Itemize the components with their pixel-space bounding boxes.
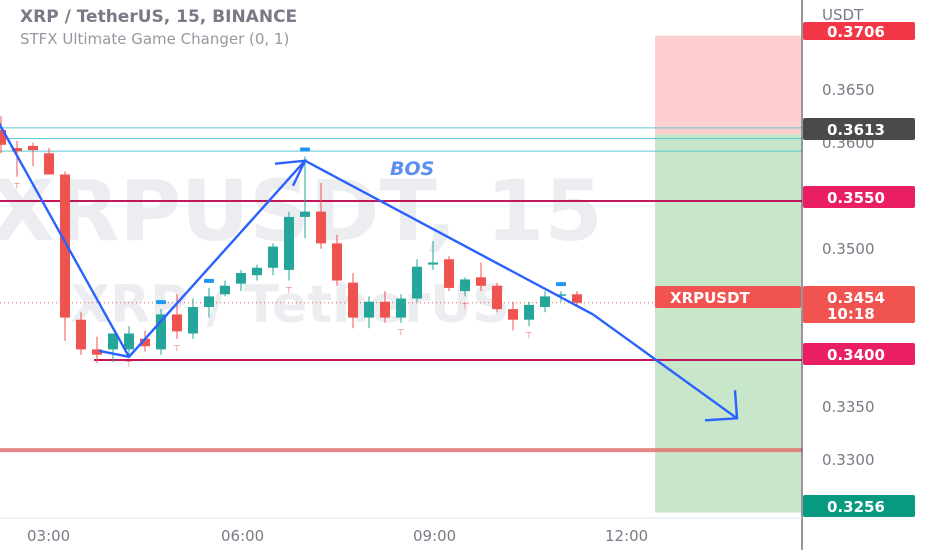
bos-price-tag: 0.3550 [803,186,915,208]
indicator-legend[interactable]: STFX Ultimate Game Changer (0, 1) [20,30,290,48]
pivot-low-marker: ⊤ [526,331,533,340]
take-profit-zone [655,134,801,513]
candle-body [252,267,262,276]
candle-body [92,349,102,355]
candle-body [524,304,534,320]
candle-body [108,333,118,350]
time-tick: 03:00 [27,527,70,545]
candle-body [60,174,70,318]
svg-text:0.3706: 0.3706 [827,23,885,41]
svg-text:0.3613: 0.3613 [827,121,885,139]
pivot-low-marker: ⊤ [462,301,469,310]
arrow-head [274,159,308,187]
symbol-title[interactable]: XRP / TetherUS, 15, BINANCE [20,7,298,27]
candle-body [540,296,550,307]
price-axis-currency: USDT [822,6,864,24]
time-axis[interactable]: 03:00 06:00 09:00 12:00 [27,527,648,545]
candle-body [284,216,294,270]
stop-price-tag: 0.3706 [803,22,915,41]
candle-body [380,301,390,318]
pivot-low-marker: ⊤ [174,344,181,353]
candle-body [300,211,310,217]
svg-text:0.3400: 0.3400 [827,346,885,364]
trend-projection[interactable] [0,98,739,422]
svg-text:0.3550: 0.3550 [827,189,885,207]
last-price-tag: 0.3454 10:18 [803,286,915,323]
svg-text:10:18: 10:18 [827,305,875,323]
pivot-low-marker: ⊤ [286,286,293,295]
price-tags: 0.3706 0.3613 0.3550 XRPUSDT 0.3454 10:1… [655,22,915,517]
time-tick: 06:00 [221,527,264,545]
candle-body [236,273,246,284]
pivot-markers: ⊤ ⊤ ⊤ ⊤ ⊤ ⊤ ⊤ [14,147,566,369]
stop-loss-zone [655,35,801,135]
arrow-head [98,349,130,358]
price-tick: 0.3300 [822,451,875,469]
time-tick: 09:00 [413,527,456,545]
candle-body [124,333,134,350]
cursor-price-tag: 0.3613 [803,118,915,140]
pivot-high-marker [204,278,214,283]
candle-body [556,294,566,296]
candle-body [28,145,38,151]
candle-body [348,282,358,318]
candle-body [0,129,6,145]
candle-body [172,314,182,332]
candle-body [220,285,230,295]
candle-body [572,294,582,303]
candle-body [508,309,518,320]
support-price-tag: 0.3400 [803,343,915,365]
candle-body [316,211,326,244]
arrow-head [704,390,739,422]
candle-body [396,298,406,318]
candle-body [364,301,374,318]
candles [0,116,582,364]
svg-text:0.3454: 0.3454 [827,289,885,307]
candle-body [188,307,198,334]
price-tick: 0.3650 [822,81,875,99]
price-tick: 0.3350 [822,398,875,416]
svg-text:XRPUSDT: XRPUSDT [670,289,751,307]
candle-body [140,338,150,347]
watermark-main: XRPUSDT, 15 [0,162,603,260]
candle-body [332,243,342,281]
watermark-sub: XRP / TetherUS [70,275,510,335]
candle-body [204,296,214,307]
candle-body [476,277,486,286]
candle-body [444,259,454,288]
pivot-high-marker [156,300,166,305]
position-zones[interactable] [655,35,801,513]
candle-body [156,314,166,350]
pivot-low-marker: ⊤ [126,360,133,369]
pivot-low-marker: ⊤ [14,182,21,191]
candle-body [44,153,54,175]
candle-body [428,262,438,265]
candle-body [76,319,86,350]
pivot-high-marker [300,147,310,152]
candle-body [492,285,502,310]
candle-body [460,279,470,292]
time-tick: 12:00 [605,527,648,545]
candle-body [412,266,422,299]
price-tick: 0.3500 [822,240,875,258]
pivot-low-marker: ⊤ [398,328,405,337]
pivot-high-marker [556,282,566,287]
bos-label: BOS [390,158,434,180]
symbol-label-tag: XRPUSDT [655,286,801,308]
target-price-tag: 0.3256 [803,495,915,517]
svg-text:0.3256: 0.3256 [827,498,885,516]
candle-body [268,246,278,268]
candle-body [12,148,22,152]
watermark: XRPUSDT, 15 XRP / TetherUS [0,162,603,335]
